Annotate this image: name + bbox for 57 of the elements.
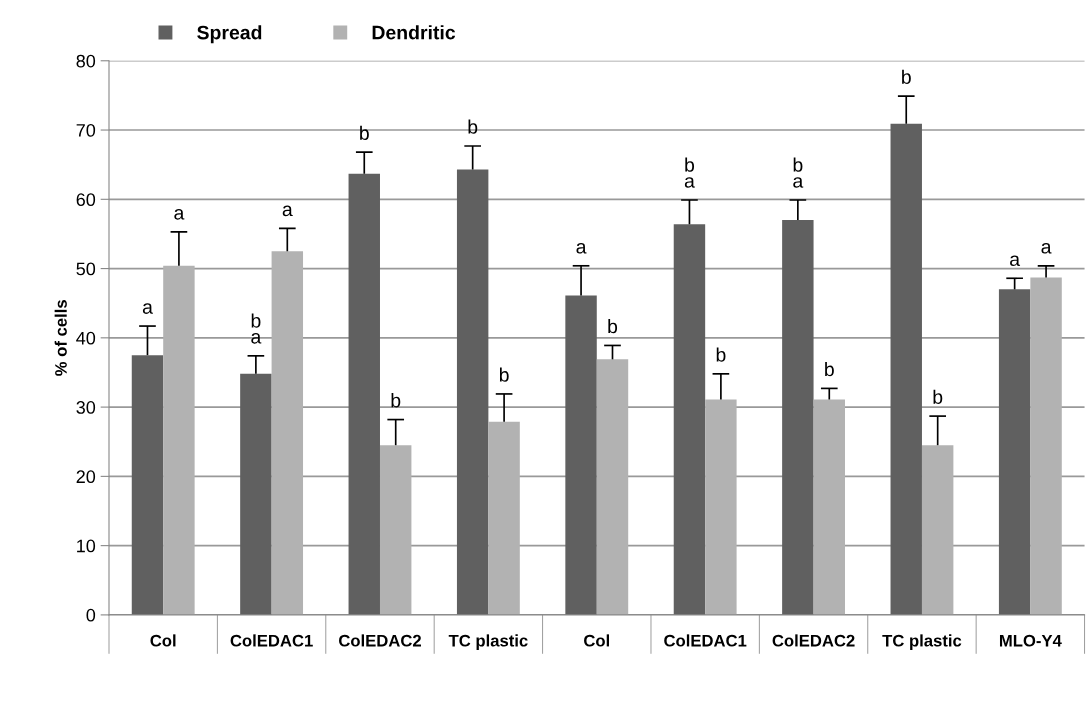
y-tick-label: 30: [76, 401, 96, 414]
bar: [705, 399, 737, 615]
x-tick-label: ColEDAC2: [772, 634, 855, 647]
y-tick-label: 10: [77, 539, 96, 553]
bar: [813, 399, 845, 615]
data-label: b: [360, 125, 369, 141]
data-label: b: [499, 367, 509, 382]
x-tick-label: MLO-Y4: [999, 634, 1062, 647]
bar: [1030, 277, 1062, 615]
y-tick-label: 60: [76, 193, 96, 207]
data-label: b: [933, 389, 943, 404]
data-label: b: [468, 119, 478, 134]
x-tick-label: ColEDAC1: [230, 634, 313, 647]
data-label: a: [142, 303, 153, 314]
bar: [596, 359, 629, 615]
x-tick-label: TC plastic: [882, 634, 962, 650]
bar: [782, 220, 814, 615]
y-tick-label: 70: [76, 123, 96, 137]
data-label: b: [902, 69, 911, 84]
x-tick-label: Col: [584, 634, 610, 647]
bar: [890, 123, 922, 615]
bar: [998, 289, 1031, 615]
bar: [921, 445, 954, 615]
y-tick-label: 40: [76, 331, 96, 345]
y-tick-label: 0: [86, 608, 96, 622]
data-label: a: [1010, 255, 1021, 267]
y-tick-label: 80: [76, 54, 96, 68]
bar: [488, 421, 520, 615]
bar: [348, 173, 380, 615]
data-label: b a: [684, 157, 695, 188]
y-tick-label: 50: [76, 262, 96, 276]
data-label: a: [174, 209, 185, 220]
data-label: b: [391, 393, 401, 408]
x-tick-label: TC plastic: [448, 634, 528, 650]
x-tick-label: ColEDAC2: [339, 634, 421, 647]
data-label: a: [576, 242, 587, 254]
x-tick-label: Col: [150, 634, 176, 647]
bar: [271, 251, 304, 615]
data-label: b a: [251, 313, 262, 344]
legend-label: Dendritic: [372, 25, 456, 40]
data-label: b: [716, 347, 726, 362]
bar: [379, 445, 412, 615]
bar: [673, 224, 706, 615]
bar: [456, 169, 489, 615]
legend-label: Spread: [197, 25, 262, 44]
data-label: a: [1041, 242, 1052, 254]
y-tick-label: 20: [76, 470, 96, 484]
y-axis-title: % of cells: [54, 300, 67, 376]
bar: [565, 295, 597, 615]
data-label: b: [608, 319, 618, 334]
x-tick-label: ColEDAC1: [664, 634, 747, 647]
data-label: a: [282, 205, 293, 217]
data-label: b a: [793, 157, 804, 188]
bar: [163, 265, 195, 615]
bar: [131, 355, 164, 615]
bar: [240, 373, 272, 615]
data-label: b: [825, 361, 834, 377]
